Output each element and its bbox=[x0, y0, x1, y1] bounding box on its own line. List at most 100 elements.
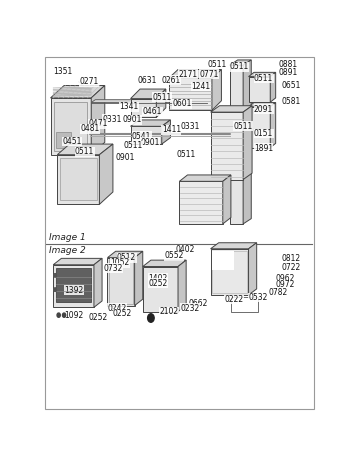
Polygon shape bbox=[156, 89, 166, 118]
Circle shape bbox=[62, 313, 66, 317]
Text: 0271: 0271 bbox=[79, 77, 98, 87]
Text: 0722: 0722 bbox=[281, 263, 300, 272]
Polygon shape bbox=[57, 144, 113, 155]
Text: 1052: 1052 bbox=[110, 259, 130, 267]
Text: 0512: 0512 bbox=[117, 253, 136, 262]
Polygon shape bbox=[131, 99, 156, 118]
Text: 1341: 1341 bbox=[120, 102, 139, 111]
Polygon shape bbox=[169, 70, 222, 78]
Text: 0402: 0402 bbox=[175, 245, 195, 254]
Polygon shape bbox=[212, 251, 234, 270]
Text: 0511: 0511 bbox=[75, 148, 94, 156]
Polygon shape bbox=[50, 85, 105, 98]
Text: 0331: 0331 bbox=[181, 122, 200, 131]
Polygon shape bbox=[60, 158, 97, 200]
Polygon shape bbox=[53, 265, 94, 307]
Circle shape bbox=[54, 274, 56, 277]
Text: 0242: 0242 bbox=[107, 303, 127, 313]
Polygon shape bbox=[56, 132, 71, 148]
Text: 0261: 0261 bbox=[162, 76, 181, 85]
Polygon shape bbox=[212, 70, 222, 110]
Polygon shape bbox=[211, 249, 248, 295]
Polygon shape bbox=[107, 258, 135, 306]
Polygon shape bbox=[131, 89, 166, 99]
Polygon shape bbox=[248, 107, 270, 148]
Text: 1351: 1351 bbox=[53, 67, 72, 76]
Polygon shape bbox=[243, 106, 252, 179]
Text: 0222: 0222 bbox=[224, 295, 243, 304]
Polygon shape bbox=[107, 251, 143, 258]
Text: 0891: 0891 bbox=[278, 68, 298, 77]
Polygon shape bbox=[211, 106, 252, 112]
Text: 0511: 0511 bbox=[230, 62, 249, 71]
Text: 0631: 0631 bbox=[137, 76, 157, 85]
Text: 0812: 0812 bbox=[281, 254, 300, 263]
Polygon shape bbox=[270, 102, 276, 148]
Polygon shape bbox=[248, 102, 276, 107]
Text: 0252: 0252 bbox=[89, 313, 108, 322]
Polygon shape bbox=[243, 60, 251, 224]
Polygon shape bbox=[248, 243, 257, 295]
Polygon shape bbox=[54, 102, 87, 151]
Text: 1241: 1241 bbox=[191, 82, 211, 91]
Text: 0732: 0732 bbox=[104, 264, 123, 273]
Circle shape bbox=[54, 288, 56, 291]
Text: 0252: 0252 bbox=[148, 279, 167, 288]
Text: 0252: 0252 bbox=[113, 309, 132, 318]
Polygon shape bbox=[99, 144, 113, 204]
Text: 0771: 0771 bbox=[200, 70, 219, 79]
Polygon shape bbox=[211, 112, 243, 179]
Circle shape bbox=[148, 314, 154, 322]
Polygon shape bbox=[135, 251, 143, 306]
Polygon shape bbox=[211, 243, 257, 249]
Text: Image 1: Image 1 bbox=[49, 233, 85, 242]
Text: 0511: 0511 bbox=[124, 142, 143, 150]
Polygon shape bbox=[91, 100, 211, 102]
Polygon shape bbox=[131, 126, 162, 144]
Text: 0651: 0651 bbox=[281, 81, 300, 89]
Text: 0901: 0901 bbox=[140, 138, 159, 147]
Text: 1891: 1891 bbox=[254, 144, 273, 153]
Polygon shape bbox=[143, 260, 186, 266]
Text: 1092: 1092 bbox=[64, 311, 83, 319]
Text: 0331: 0331 bbox=[102, 115, 121, 124]
Text: Image 2: Image 2 bbox=[49, 246, 85, 255]
Polygon shape bbox=[131, 120, 170, 126]
Text: 0481: 0481 bbox=[80, 124, 100, 133]
Text: 0511: 0511 bbox=[208, 59, 227, 69]
Text: 0581: 0581 bbox=[281, 97, 300, 106]
Polygon shape bbox=[248, 72, 276, 77]
Polygon shape bbox=[248, 77, 270, 102]
Polygon shape bbox=[270, 72, 276, 102]
Polygon shape bbox=[143, 266, 178, 312]
Text: 0511: 0511 bbox=[177, 149, 196, 159]
Text: 0461: 0461 bbox=[143, 107, 162, 116]
Text: 2091: 2091 bbox=[254, 105, 273, 114]
Text: 0901: 0901 bbox=[116, 153, 135, 162]
Polygon shape bbox=[178, 260, 186, 312]
Text: 0541: 0541 bbox=[132, 132, 151, 141]
Text: 0511: 0511 bbox=[254, 74, 273, 83]
Polygon shape bbox=[230, 60, 251, 65]
Text: 0881: 0881 bbox=[278, 59, 298, 69]
Polygon shape bbox=[91, 85, 105, 155]
Text: 0532: 0532 bbox=[248, 293, 268, 302]
Text: 0232: 0232 bbox=[181, 303, 200, 313]
Text: 0552: 0552 bbox=[164, 251, 184, 260]
Polygon shape bbox=[94, 258, 102, 307]
Polygon shape bbox=[57, 155, 99, 204]
Polygon shape bbox=[223, 175, 231, 224]
Text: 0601: 0601 bbox=[173, 100, 192, 108]
Text: 0151: 0151 bbox=[254, 129, 273, 138]
Text: 2102: 2102 bbox=[159, 307, 178, 316]
Polygon shape bbox=[230, 65, 243, 224]
Polygon shape bbox=[169, 78, 212, 110]
Text: 0511: 0511 bbox=[234, 122, 253, 131]
Polygon shape bbox=[50, 98, 91, 155]
Circle shape bbox=[57, 313, 60, 317]
Text: 0511: 0511 bbox=[152, 93, 172, 102]
Text: 0451: 0451 bbox=[63, 137, 82, 146]
Text: 0782: 0782 bbox=[269, 288, 288, 296]
Text: 0901: 0901 bbox=[122, 115, 142, 124]
Text: 1402: 1402 bbox=[148, 274, 167, 283]
